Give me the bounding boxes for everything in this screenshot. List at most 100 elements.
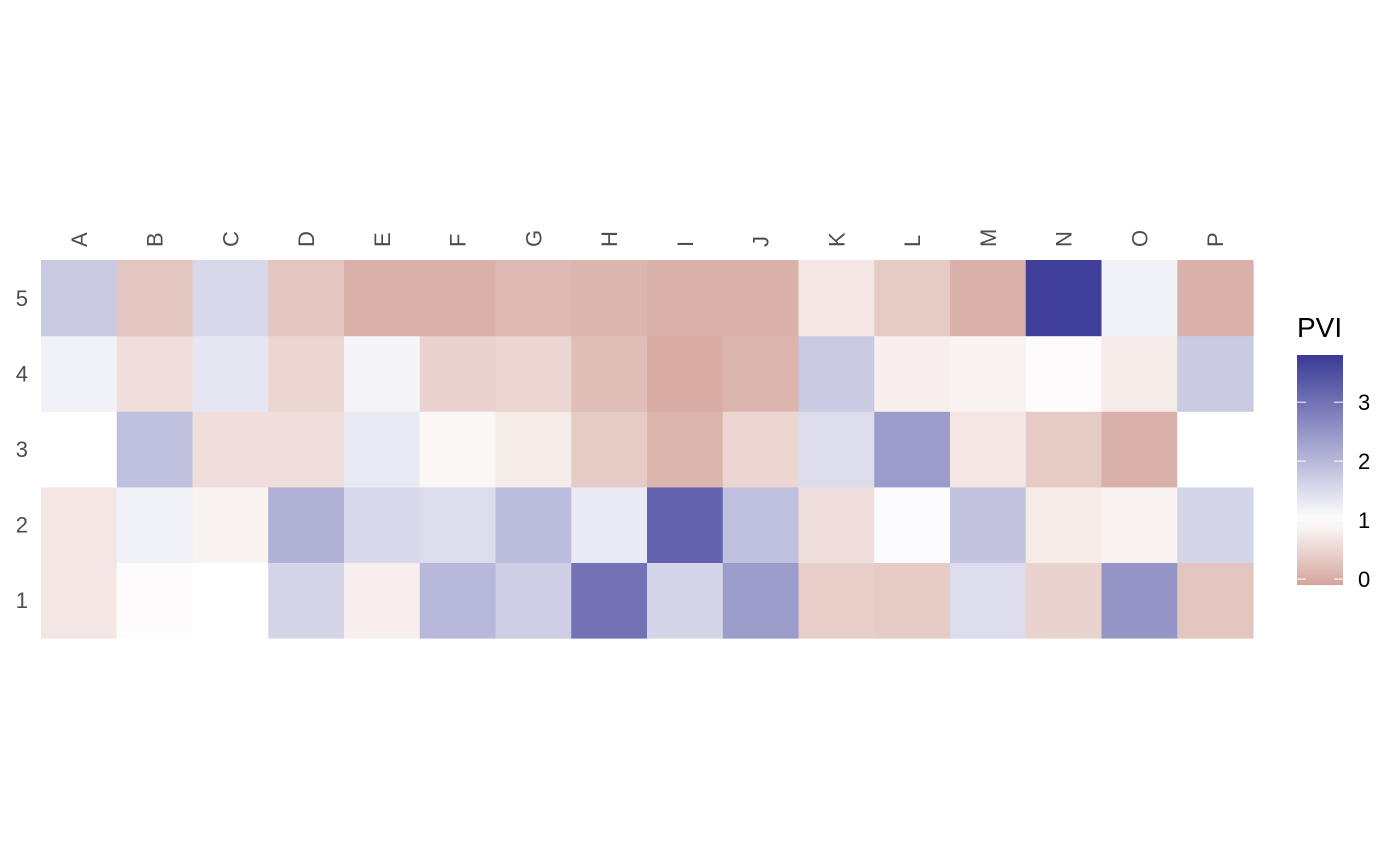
heatmap-cell-I-3 [647,411,724,488]
heatmap-cell-M-4 [950,335,1027,412]
x-tick-label: H [597,231,622,247]
heatmap-cell-N-1 [1025,562,1103,639]
legend-tick-label: 0 [1358,567,1370,592]
heatmap-cell-P-3 [1177,411,1254,488]
heatmap-cell-H-3 [571,411,648,488]
legend-title: PVI [1297,312,1342,343]
heatmap-cell-E-5 [344,260,421,337]
x-tick-label: O [1127,230,1152,247]
heatmap-cell-M-3 [950,411,1027,488]
heatmap-cell-K-1 [798,562,875,639]
heatmap-cell-L-4 [874,335,951,412]
heatmap-cell-J-5 [722,260,800,337]
heatmap-cell-N-5 [1025,260,1103,337]
heatmap-cell-D-4 [268,335,345,412]
heatmap-cell-I-1 [647,562,724,639]
heatmap-cell-B-2 [116,486,194,563]
heatmap-cell-H-5 [571,260,648,337]
heatmap-cell-B-5 [116,260,194,337]
heatmap-cell-N-2 [1025,486,1103,563]
heatmap-cell-O-4 [1101,335,1178,412]
heatmap-cell-L-1 [874,562,951,639]
y-tick-label: 5 [16,286,28,311]
x-tick-label: F [446,234,471,247]
legend-tick-label: 3 [1358,390,1370,415]
heatmap-cell-G-3 [495,411,572,488]
legend-tick-label: 2 [1358,449,1370,474]
heatmap-cell-G-4 [495,335,572,412]
x-tick-label: I [673,241,698,247]
heatmap-cell-K-3 [798,411,875,488]
heatmap-cell-A-4 [41,335,118,412]
x-tick-label: B [143,232,168,247]
heatmap-cell-L-5 [874,260,951,337]
heatmap-cell-D-1 [268,562,345,639]
heatmap-cell-E-3 [344,411,421,488]
heatmap-cell-F-4 [419,335,497,412]
x-tick-label: A [67,232,92,247]
heatmap-cell-J-2 [722,486,800,563]
heatmap-cell-G-5 [495,260,572,337]
heatmap-cell-F-3 [419,411,497,488]
x-tick-label: N [1052,231,1077,247]
heatmap-cell-B-4 [116,335,194,412]
heatmap-cell-P-1 [1177,562,1254,639]
heatmap-cell-O-1 [1101,562,1178,639]
heatmap-cell-L-3 [874,411,951,488]
heatmap-cell-F-5 [419,260,497,337]
heatmap-cell-B-3 [116,411,194,488]
heatmap-cell-L-2 [874,486,951,563]
heatmap-cell-F-2 [419,486,497,563]
heatmap-cell-N-3 [1025,411,1103,488]
heatmap-cell-E-1 [344,562,421,639]
y-tick-label: 1 [16,588,28,613]
heatmap-cell-N-4 [1025,335,1103,412]
heatmap-cell-A-3 [41,411,118,488]
heatmap-cell-A-5 [41,260,118,337]
heatmap-cell-E-2 [344,486,421,563]
heatmap-cell-M-1 [950,562,1027,639]
x-tick-label: G [521,230,546,247]
x-tick-label: E [370,232,395,247]
x-tick-label: L [900,235,925,247]
x-tick-label: P [1203,232,1228,247]
y-axis-labels: 1 2 3 4 5 [16,286,28,613]
heatmap-cell-I-2 [647,486,724,563]
heatmap-cell-P-2 [1177,486,1254,563]
legend-colorbar [1297,355,1343,585]
heatmap-cell-P-5 [1177,260,1254,337]
heatmap-cell-A-1 [41,562,118,639]
heatmap-cell-I-4 [647,335,724,412]
heatmap-cell-K-5 [798,260,875,337]
y-tick-label: 3 [16,437,28,462]
heatmap-cell-O-2 [1101,486,1178,563]
heatmap-cell-H-2 [571,486,648,563]
heatmap-cells [41,260,1254,639]
legend-ticks: 0 1 2 3 [1297,390,1370,592]
heatmap-cell-K-4 [798,335,875,412]
heatmap-cell-C-3 [192,411,269,488]
heatmap-cell-J-1 [722,562,800,639]
heatmap-cell-B-1 [116,562,194,639]
x-axis-labels: A B C D E F G H I J K L M N O P [67,229,1228,247]
x-tick-label: J [749,236,774,247]
heatmap-cell-G-2 [495,486,572,563]
heatmap-cell-C-2 [192,486,269,563]
heatmap-cell-D-3 [268,411,345,488]
heatmap-cell-I-5 [647,260,724,337]
legend-tick-label: 1 [1358,508,1370,533]
heatmap-cell-D-5 [268,260,345,337]
heatmap-cell-D-2 [268,486,345,563]
x-tick-label: K [824,232,849,247]
heatmap-cell-E-4 [344,335,421,412]
y-tick-label: 2 [16,513,28,538]
heatmap-cell-J-4 [722,335,800,412]
heatmap-cell-G-1 [495,562,572,639]
heatmap-cell-K-2 [798,486,875,563]
color-legend: PVI 0 1 2 3 [1297,312,1370,592]
heatmap-cell-C-4 [192,335,269,412]
x-tick-label: D [294,231,319,247]
heatmap-cell-M-5 [950,260,1027,337]
x-tick-label: C [218,231,243,247]
